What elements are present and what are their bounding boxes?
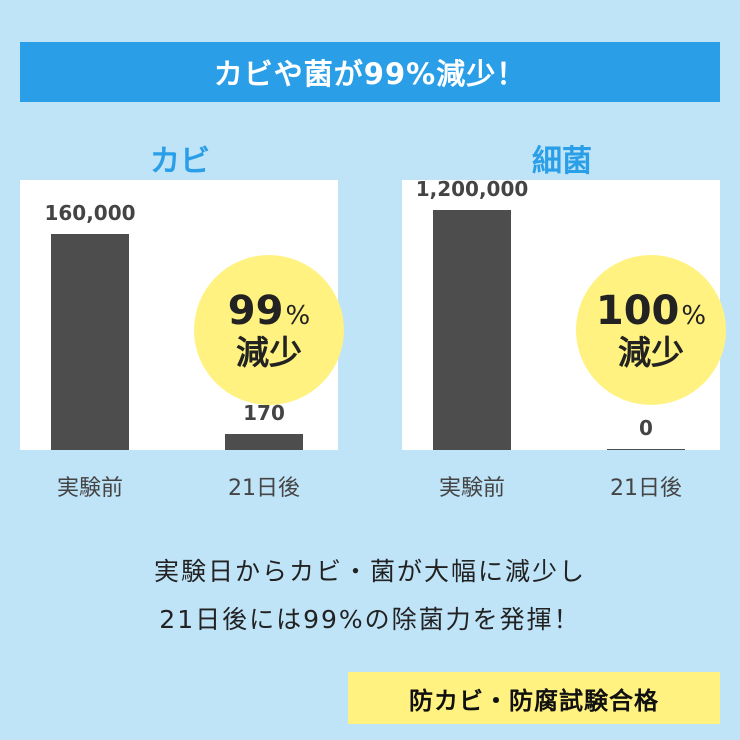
bar-0 [51,234,129,450]
category-label-1: 21日後 [228,476,300,501]
data-label-0: 160,000 [44,201,135,225]
bacteria-reduction-percent: 100% [596,288,706,334]
data-label-1: 170 [243,401,285,425]
category-label-0: 実験前 [439,476,505,501]
mold-reduction-percent: 99% [228,288,310,334]
category-label-1: 21日後 [610,476,682,501]
chart-title-bacteria: 細菌 [532,144,592,179]
summary-line-2: 21日後には99%の除菌力を発揮！ [159,605,581,634]
bacteria-chart: 1,200,000 実験前 0 21日後 100% 減少 [402,180,726,510]
bacteria-reduction-badge: 100% 減少 [576,255,726,405]
headline-banner: カビや菌が99%減少！ [20,42,720,102]
category-label-0: 実験前 [57,476,123,501]
bar-1 [607,449,685,450]
summary-message: 実験日からカビ・菌が大幅に減少し 21日後には99%の除菌力を発揮！ [0,548,740,644]
mold-reduction-value: 99 [227,288,284,335]
data-label-0: 1,200,000 [416,180,529,201]
certification-badge: 防カビ・防腐試験合格 [348,672,720,724]
bar-0 [433,210,511,450]
bacteria-reduction-word: 減少 [618,333,684,373]
summary-line-1: 実験日からカビ・菌が大幅に減少し [153,557,586,586]
chart-title-mold: カビ [150,144,210,179]
mold-chart: 160,000 実験前 170 21日後 99% 減少 [20,180,344,510]
data-label-1: 0 [639,416,653,440]
mold-reduction-word: 減少 [236,333,302,373]
bacteria-reduction-value: 100 [595,288,680,335]
bar-1 [225,434,303,450]
bacteria-reduction-unit: % [681,301,707,332]
bacteria-chart-svg: 1,200,000 実験前 0 21日後 [402,180,720,501]
mold-reduction-badge: 99% 減少 [194,255,344,405]
mold-reduction-unit: % [285,301,311,332]
